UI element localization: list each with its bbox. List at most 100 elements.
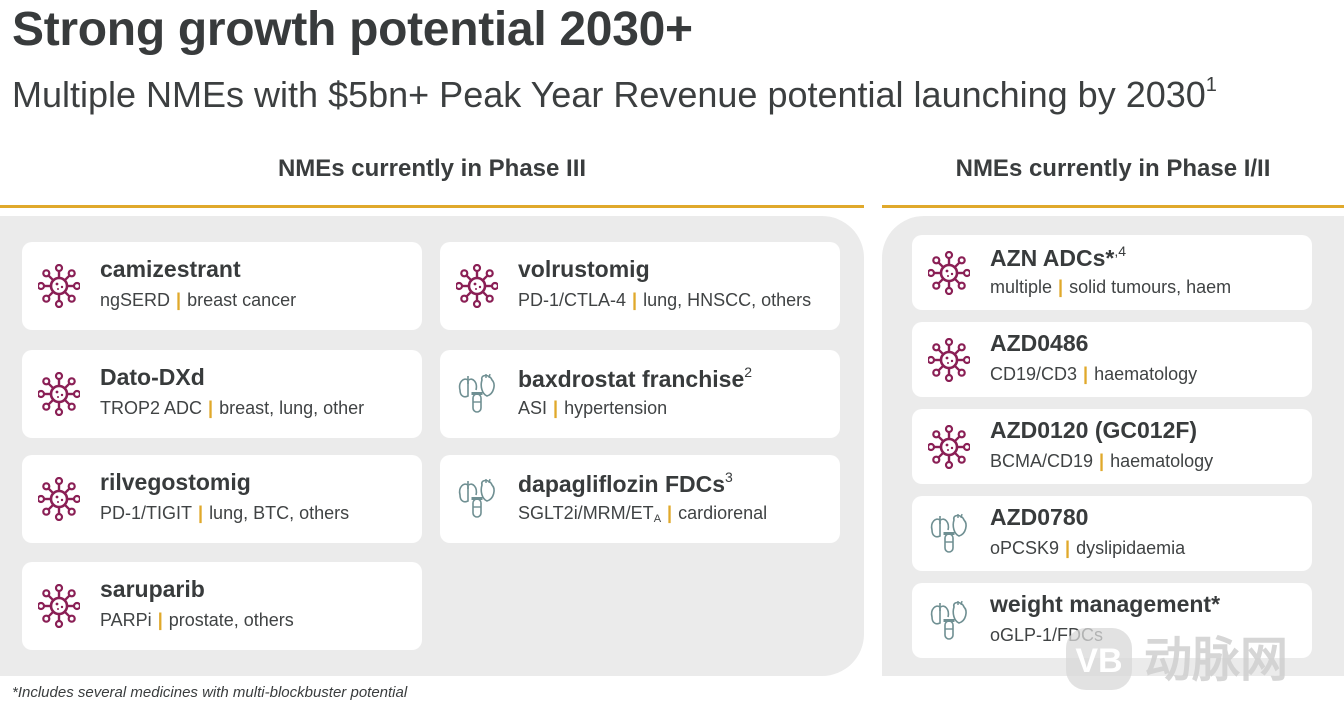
medicine-name: rilvegostomig bbox=[100, 469, 251, 496]
mechanism-text: BCMA/CD19 bbox=[990, 451, 1094, 471]
phase3-heading: NMEs currently in Phase III bbox=[277, 155, 587, 182]
separator-bar: | bbox=[1099, 451, 1105, 471]
medicine-name: AZD0486 bbox=[990, 330, 1088, 357]
medicine-name-text: saruparib bbox=[100, 576, 205, 602]
separator-bar: | bbox=[553, 398, 559, 418]
phase12-divider bbox=[882, 205, 1344, 208]
organs-icon bbox=[928, 512, 970, 556]
medicine-name: Dato-DXd bbox=[100, 364, 205, 391]
page-subtitle: Multiple NMEs with $5bn+ Peak Year Reven… bbox=[12, 74, 1217, 116]
mechanism-text: PD-1/TIGIT bbox=[100, 503, 193, 523]
medicine-name: saruparib bbox=[100, 576, 205, 603]
medicine-name-text: dapagliflozin FDCs bbox=[518, 471, 725, 497]
separator-bar: | bbox=[1083, 364, 1089, 384]
footnote-ref: 2 bbox=[744, 364, 753, 380]
phase3-card-4: rilvegostomig PD-1/TIGIT | lung, BTC, other… bbox=[22, 455, 422, 543]
medicine-name: dapagliflozin FDCs3 bbox=[518, 469, 733, 498]
phase12-card-3: AZD0780 oPCSK9 | dyslipidaemia bbox=[912, 496, 1312, 571]
virus-icon bbox=[36, 263, 82, 309]
virus-icon bbox=[36, 371, 82, 417]
mechanism-text: SGLT2i/MRM/ET bbox=[518, 503, 654, 523]
phase12-heading: NMEs currently in Phase I/II bbox=[955, 155, 1271, 182]
medicine-name: camizestrant bbox=[100, 256, 241, 283]
medicine-name-text: weight management* bbox=[990, 591, 1221, 617]
footnote: *Includes several medicines with multi-b… bbox=[12, 684, 408, 701]
mechanism-text: ASI bbox=[518, 398, 548, 418]
mechanism-text: CD19/CD3 bbox=[990, 364, 1078, 384]
mechanism-text: ngSERD bbox=[100, 290, 171, 310]
phase3-card-5: dapagliflozin FDCs3 SGLT2i/MRM/ETA | cardio… bbox=[440, 455, 840, 543]
subtitle-text: Multiple NMEs with $5bn+ Peak Year Reven… bbox=[12, 74, 1206, 115]
indication-text: lung, BTC, others bbox=[209, 503, 350, 523]
virus-icon bbox=[926, 250, 972, 295]
virus-icon bbox=[36, 583, 82, 629]
medicine-name-text: Dato-DXd bbox=[100, 364, 205, 390]
indication-text: solid tumours, haem bbox=[1069, 277, 1232, 297]
medicine-description: SGLT2i/MRM/ETA | cardiorenal bbox=[518, 503, 767, 525]
virus-icon bbox=[926, 424, 972, 469]
medicine-description: ASI | hypertension bbox=[518, 398, 667, 419]
mechanism-text: TROP2 ADC bbox=[100, 398, 203, 418]
medicine-name: weight management* bbox=[990, 591, 1220, 618]
watermark-logo: VB 动脉网 bbox=[1064, 622, 1334, 694]
virus-icon bbox=[926, 337, 972, 382]
medicine-name-text: AZD0780 bbox=[990, 504, 1089, 530]
organs-icon bbox=[456, 372, 498, 416]
indication-text: cardiorenal bbox=[678, 503, 768, 523]
phase3-divider bbox=[0, 205, 864, 208]
medicine-description: TROP2 ADC | breast, lung, other bbox=[100, 398, 364, 419]
medicine-description: oPCSK9 | dyslipidaemia bbox=[990, 538, 1185, 559]
medicine-name-text: camizestrant bbox=[100, 256, 241, 282]
medicine-name-text: AZD0486 bbox=[990, 330, 1089, 356]
medicine-name: baxdrostat franchise2 bbox=[518, 364, 752, 393]
medicine-description: PD-1/CTLA-4 | lung, HNSCC, others bbox=[518, 290, 811, 311]
footnote-ref: 3 bbox=[725, 469, 733, 485]
watermark-logo-text: VB bbox=[1075, 642, 1122, 680]
indication-text: haematology bbox=[1094, 364, 1198, 384]
medicine-name-text: AZN ADCs* bbox=[990, 245, 1115, 271]
phase12-card-1: AZD0486 CD19/CD3 | haematology bbox=[912, 322, 1312, 397]
organs-icon bbox=[928, 599, 970, 643]
mechanism-subscript: A bbox=[653, 513, 662, 525]
medicine-description: ngSERD | breast cancer bbox=[100, 290, 296, 311]
separator-bar: | bbox=[667, 503, 673, 523]
medicine-name-text: baxdrostat franchise bbox=[518, 366, 745, 392]
subtitle-footnote-ref: 1 bbox=[1205, 74, 1217, 96]
indication-text: prostate, others bbox=[168, 610, 294, 630]
indication-text: dyslipidaemia bbox=[1076, 538, 1186, 558]
indication-text: breast cancer bbox=[187, 290, 297, 310]
medicine-description: CD19/CD3 | haematology bbox=[990, 364, 1197, 385]
watermark-text: 动脉网 bbox=[1144, 632, 1288, 688]
phase3-card-1: volrustomig PD-1/CTLA-4 | lung, HNSCC, othe… bbox=[440, 242, 840, 330]
mechanism-text: PD-1/CTLA-4 bbox=[518, 290, 627, 310]
organs-icon bbox=[456, 477, 498, 521]
indication-text: haematology bbox=[1110, 451, 1214, 471]
phase12-card-0: AZN ADCs*,4 multiple | solid tumours, haem bbox=[912, 235, 1312, 310]
phase12-card-2: AZD0120 (GC012F) BCMA/CD19 | haematology bbox=[912, 409, 1312, 484]
separator-bar: | bbox=[632, 290, 638, 310]
medicine-description: PARPi | prostate, others bbox=[100, 610, 294, 631]
medicine-name: volrustomig bbox=[518, 256, 650, 283]
mechanism-text: PARPi bbox=[100, 610, 152, 630]
medicine-name-text: rilvegostomig bbox=[100, 469, 251, 495]
medicine-name-text: AZD0120 (GC012F) bbox=[990, 417, 1198, 443]
indication-text: breast, lung, other bbox=[219, 398, 365, 418]
phase3-card-0: camizestrant ngSERD | breast cancer bbox=[22, 242, 422, 330]
separator-bar: | bbox=[157, 610, 163, 630]
medicine-name: AZN ADCs*,4 bbox=[990, 243, 1126, 272]
mechanism-text: oPCSK9 bbox=[990, 538, 1060, 558]
virus-icon bbox=[36, 476, 82, 522]
medicine-name: AZD0780 bbox=[990, 504, 1088, 531]
virus-icon bbox=[454, 263, 500, 309]
phase3-card-6: saruparib PARPi | prostate, others bbox=[22, 562, 422, 650]
indication-text: hypertension bbox=[564, 398, 668, 418]
phase3-card-2: Dato-DXd TROP2 ADC | breast, lung, other bbox=[22, 350, 422, 438]
separator-bar: | bbox=[1065, 538, 1071, 558]
indication-text: lung, HNSCC, others bbox=[643, 290, 812, 310]
medicine-description: PD-1/TIGIT | lung, BTC, others bbox=[100, 503, 349, 524]
medicine-name-text: volrustomig bbox=[518, 256, 650, 282]
separator-bar: | bbox=[176, 290, 182, 310]
footnote-ref: ,4 bbox=[1114, 243, 1127, 259]
phase3-card-3: baxdrostat franchise2 ASI | hypertension bbox=[440, 350, 840, 438]
separator-bar: | bbox=[198, 503, 204, 523]
